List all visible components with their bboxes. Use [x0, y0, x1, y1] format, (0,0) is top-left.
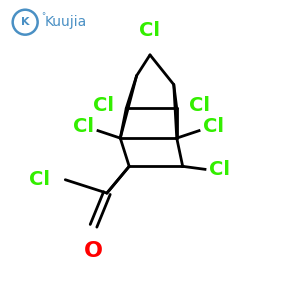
Text: K: K — [21, 17, 29, 27]
Text: Cl: Cl — [209, 160, 230, 179]
Text: O: O — [84, 241, 103, 261]
Text: Cl: Cl — [203, 117, 224, 136]
Text: Cl: Cl — [93, 96, 114, 115]
Text: Cl: Cl — [140, 21, 160, 40]
Text: °: ° — [41, 12, 46, 21]
Text: Kuujia: Kuujia — [44, 15, 87, 29]
Text: Cl: Cl — [29, 170, 50, 189]
Text: Cl: Cl — [189, 96, 210, 115]
Text: Cl: Cl — [73, 117, 94, 136]
